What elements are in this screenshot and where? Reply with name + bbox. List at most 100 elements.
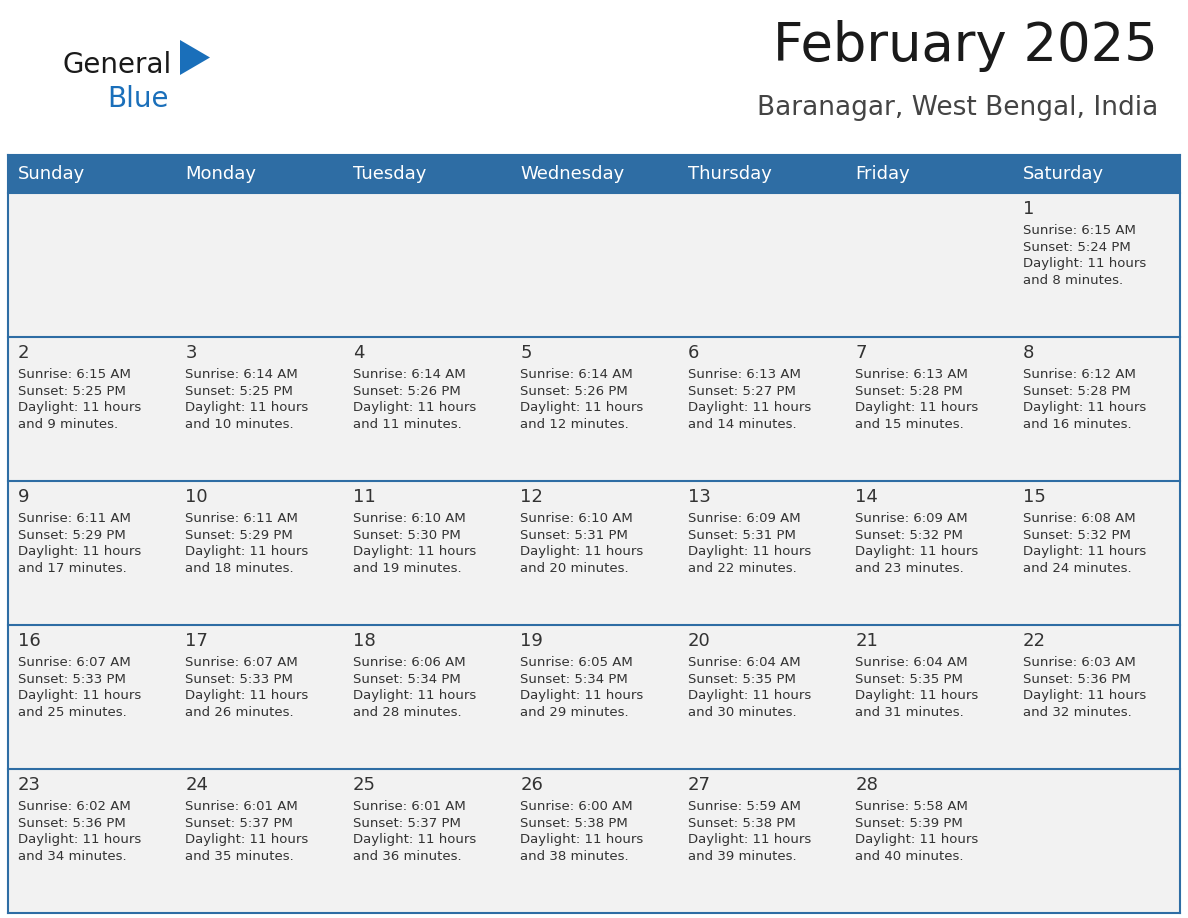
Text: and 23 minutes.: and 23 minutes. <box>855 562 963 575</box>
Bar <box>343 155 511 193</box>
Text: Daylight: 11 hours: Daylight: 11 hours <box>353 834 476 846</box>
Text: Sunset: 5:26 PM: Sunset: 5:26 PM <box>353 385 461 398</box>
Bar <box>511 481 677 625</box>
Text: 12: 12 <box>520 488 543 506</box>
Text: Sunrise: 6:15 AM: Sunrise: 6:15 AM <box>18 368 131 382</box>
Bar <box>1012 193 1180 337</box>
Text: Sunrise: 6:07 AM: Sunrise: 6:07 AM <box>185 656 298 669</box>
Text: Sunrise: 6:13 AM: Sunrise: 6:13 AM <box>855 368 968 382</box>
Bar <box>677 481 845 625</box>
Text: General: General <box>62 51 171 79</box>
Text: Monday: Monday <box>185 165 257 183</box>
Text: Sunrise: 6:11 AM: Sunrise: 6:11 AM <box>185 512 298 525</box>
Bar <box>511 625 677 769</box>
Text: Daylight: 11 hours: Daylight: 11 hours <box>185 401 309 415</box>
Bar <box>176 625 343 769</box>
Bar <box>1012 625 1180 769</box>
Text: Sunday: Sunday <box>18 165 86 183</box>
Text: and 10 minutes.: and 10 minutes. <box>185 418 295 431</box>
Text: and 12 minutes.: and 12 minutes. <box>520 418 628 431</box>
Text: Sunset: 5:37 PM: Sunset: 5:37 PM <box>185 817 293 830</box>
Text: and 11 minutes.: and 11 minutes. <box>353 418 462 431</box>
Bar <box>176 193 343 337</box>
Bar <box>343 337 511 481</box>
Text: 26: 26 <box>520 776 543 794</box>
Bar <box>176 481 343 625</box>
Text: 10: 10 <box>185 488 208 506</box>
Text: Sunset: 5:34 PM: Sunset: 5:34 PM <box>520 673 628 686</box>
Text: and 31 minutes.: and 31 minutes. <box>855 706 963 719</box>
Text: and 24 minutes.: and 24 minutes. <box>1023 562 1131 575</box>
Text: 19: 19 <box>520 632 543 650</box>
Text: Saturday: Saturday <box>1023 165 1104 183</box>
Bar <box>845 769 1012 913</box>
Text: Sunset: 5:29 PM: Sunset: 5:29 PM <box>18 529 126 542</box>
Text: 25: 25 <box>353 776 375 794</box>
Text: Sunrise: 6:00 AM: Sunrise: 6:00 AM <box>520 800 633 813</box>
Text: 2: 2 <box>18 344 30 362</box>
Bar <box>511 193 677 337</box>
Bar <box>343 769 511 913</box>
Text: Sunrise: 5:59 AM: Sunrise: 5:59 AM <box>688 800 801 813</box>
Text: 4: 4 <box>353 344 365 362</box>
Text: and 15 minutes.: and 15 minutes. <box>855 418 963 431</box>
Text: Sunset: 5:35 PM: Sunset: 5:35 PM <box>688 673 796 686</box>
Text: Sunrise: 6:15 AM: Sunrise: 6:15 AM <box>1023 225 1136 238</box>
Bar <box>8 625 176 769</box>
Text: Daylight: 11 hours: Daylight: 11 hours <box>353 545 476 558</box>
Text: 13: 13 <box>688 488 710 506</box>
Text: 9: 9 <box>18 488 30 506</box>
Text: Sunrise: 6:11 AM: Sunrise: 6:11 AM <box>18 512 131 525</box>
Polygon shape <box>181 40 210 75</box>
Text: 5: 5 <box>520 344 532 362</box>
Bar <box>343 481 511 625</box>
Text: 6: 6 <box>688 344 699 362</box>
Text: Daylight: 11 hours: Daylight: 11 hours <box>353 689 476 702</box>
Text: Sunset: 5:36 PM: Sunset: 5:36 PM <box>18 817 126 830</box>
Text: Sunset: 5:27 PM: Sunset: 5:27 PM <box>688 385 796 398</box>
Text: 11: 11 <box>353 488 375 506</box>
Text: Daylight: 11 hours: Daylight: 11 hours <box>688 834 811 846</box>
Text: Daylight: 11 hours: Daylight: 11 hours <box>520 834 644 846</box>
Bar <box>677 337 845 481</box>
Bar <box>1012 769 1180 913</box>
Text: Sunset: 5:32 PM: Sunset: 5:32 PM <box>1023 529 1131 542</box>
Text: Daylight: 11 hours: Daylight: 11 hours <box>520 545 644 558</box>
Text: 15: 15 <box>1023 488 1045 506</box>
Text: 23: 23 <box>18 776 42 794</box>
Text: Sunrise: 6:09 AM: Sunrise: 6:09 AM <box>688 512 801 525</box>
Text: Daylight: 11 hours: Daylight: 11 hours <box>688 545 811 558</box>
Text: Daylight: 11 hours: Daylight: 11 hours <box>353 401 476 415</box>
Text: Sunset: 5:32 PM: Sunset: 5:32 PM <box>855 529 963 542</box>
Text: Daylight: 11 hours: Daylight: 11 hours <box>1023 545 1145 558</box>
Text: Sunset: 5:28 PM: Sunset: 5:28 PM <box>855 385 963 398</box>
Bar <box>1012 337 1180 481</box>
Text: Daylight: 11 hours: Daylight: 11 hours <box>688 689 811 702</box>
Text: Sunrise: 5:58 AM: Sunrise: 5:58 AM <box>855 800 968 813</box>
Text: Sunset: 5:28 PM: Sunset: 5:28 PM <box>1023 385 1130 398</box>
Text: Sunset: 5:25 PM: Sunset: 5:25 PM <box>185 385 293 398</box>
Bar <box>176 155 343 193</box>
Text: Daylight: 11 hours: Daylight: 11 hours <box>18 834 141 846</box>
Text: Sunrise: 6:14 AM: Sunrise: 6:14 AM <box>520 368 633 382</box>
Text: Daylight: 11 hours: Daylight: 11 hours <box>1023 401 1145 415</box>
Bar <box>845 481 1012 625</box>
Text: 7: 7 <box>855 344 866 362</box>
Text: Daylight: 11 hours: Daylight: 11 hours <box>520 689 644 702</box>
Text: Sunrise: 6:13 AM: Sunrise: 6:13 AM <box>688 368 801 382</box>
Text: Sunset: 5:39 PM: Sunset: 5:39 PM <box>855 817 963 830</box>
Text: Sunrise: 6:08 AM: Sunrise: 6:08 AM <box>1023 512 1136 525</box>
Bar <box>8 337 176 481</box>
Text: and 22 minutes.: and 22 minutes. <box>688 562 796 575</box>
Text: and 19 minutes.: and 19 minutes. <box>353 562 461 575</box>
Text: Sunrise: 6:07 AM: Sunrise: 6:07 AM <box>18 656 131 669</box>
Bar <box>8 155 176 193</box>
Text: Sunset: 5:35 PM: Sunset: 5:35 PM <box>855 673 963 686</box>
Bar <box>176 337 343 481</box>
Text: and 36 minutes.: and 36 minutes. <box>353 850 461 863</box>
Text: and 17 minutes.: and 17 minutes. <box>18 562 127 575</box>
Text: 14: 14 <box>855 488 878 506</box>
Bar <box>343 193 511 337</box>
Text: Sunrise: 6:10 AM: Sunrise: 6:10 AM <box>353 512 466 525</box>
Text: Sunset: 5:26 PM: Sunset: 5:26 PM <box>520 385 628 398</box>
